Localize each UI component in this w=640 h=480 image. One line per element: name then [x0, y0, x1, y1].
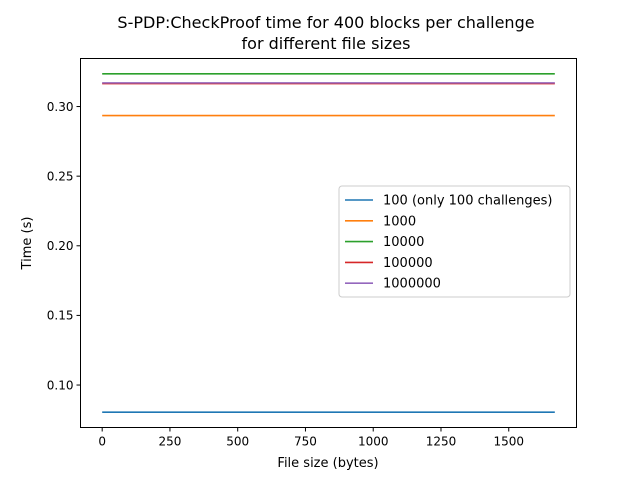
- x-tick-label: 750: [294, 435, 317, 449]
- y-axis: 0.10 0.15 0.20 0.25 0.30: [47, 100, 81, 392]
- legend-label: 1000000: [383, 277, 441, 292]
- x-axis: 0 250 500 750 1000 1250 1500: [98, 427, 524, 449]
- x-tick-label: 1250: [426, 435, 457, 449]
- legend-label: 1000: [383, 214, 416, 229]
- x-tick-label: 500: [226, 435, 249, 449]
- legend-label: 100 (only 100 challenges): [383, 194, 553, 209]
- y-tick-label: 0.10: [47, 378, 74, 392]
- y-tick-label: 0.20: [47, 239, 74, 253]
- y-tick-label: 0.30: [47, 100, 74, 114]
- plot-frame: [80, 58, 577, 428]
- x-axis-label: File size (bytes): [277, 456, 378, 471]
- x-tick-label: 250: [158, 435, 181, 449]
- legend-frame: [338, 185, 571, 298]
- y-tick-label: 0.25: [47, 169, 74, 183]
- x-tick-label: 1000: [358, 435, 389, 449]
- series-layer: [102, 73, 555, 413]
- legend: 100 (only 100 challenges) 1000 10000 100000…: [338, 185, 571, 298]
- y-axis-label: Time (s): [20, 217, 35, 271]
- chart-title-line-2: for different file sizes: [242, 34, 411, 53]
- x-tick-label: 0: [98, 435, 106, 449]
- y-tick-label: 0.15: [47, 309, 74, 323]
- legend-label: 100000: [383, 256, 433, 271]
- x-tick-label: 1500: [493, 435, 524, 449]
- legend-label: 10000: [383, 235, 424, 250]
- chart-title-line-1: S-PDP:CheckProof time for 400 blocks per…: [117, 13, 534, 32]
